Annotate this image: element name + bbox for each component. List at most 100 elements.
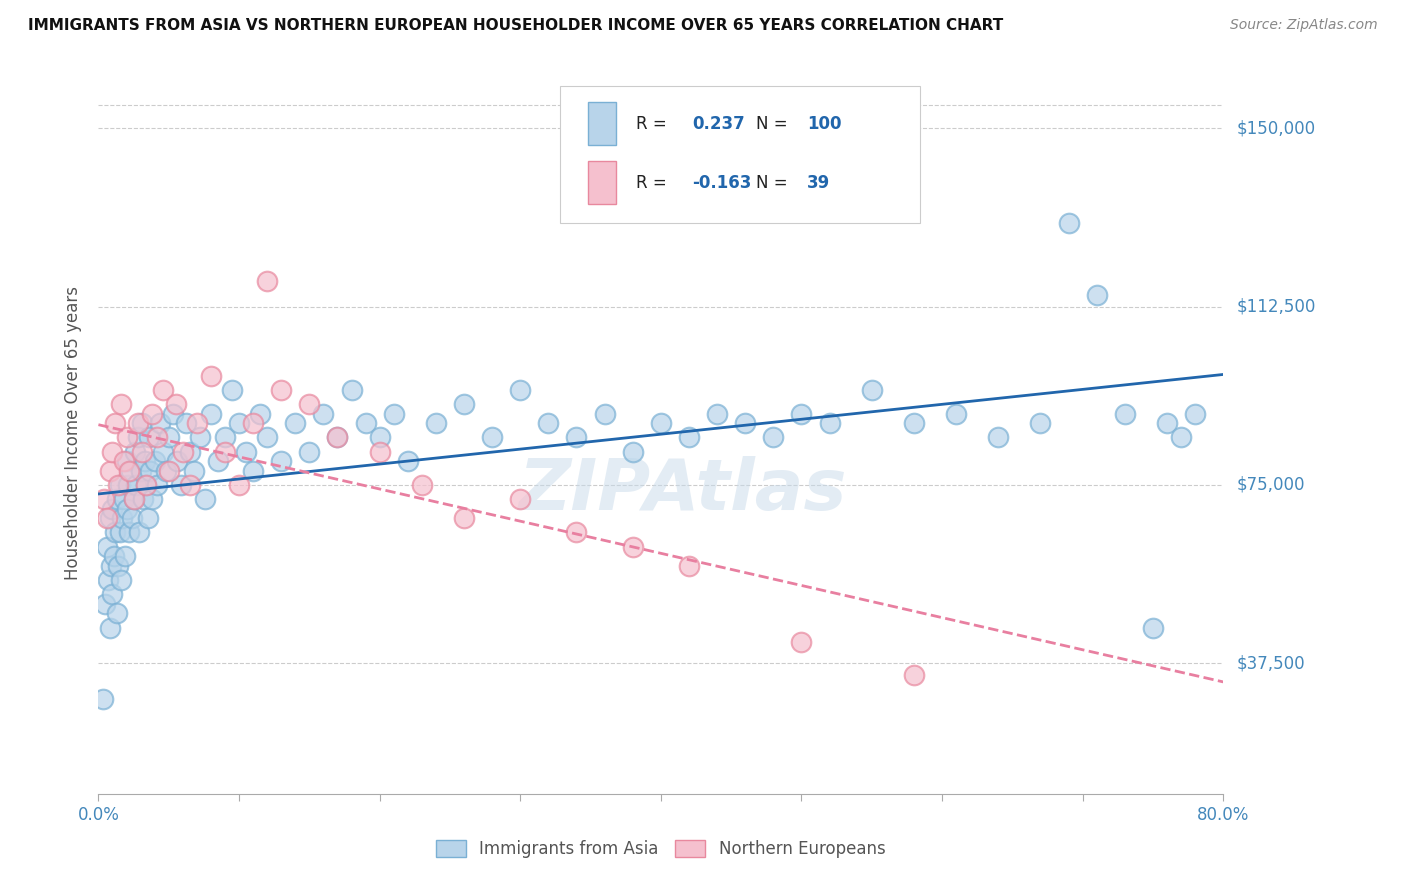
- Point: [762, 430, 785, 444]
- Point: [298, 444, 321, 458]
- Text: R =: R =: [636, 174, 672, 192]
- Point: [104, 525, 127, 540]
- Point: [200, 407, 222, 421]
- Point: [98, 620, 121, 634]
- Point: [235, 444, 257, 458]
- Point: [127, 430, 149, 444]
- Point: [354, 416, 377, 430]
- Point: [129, 464, 152, 478]
- Point: [207, 454, 229, 468]
- Point: [903, 416, 925, 430]
- Point: [256, 273, 278, 287]
- Point: [101, 587, 124, 601]
- Point: [94, 597, 117, 611]
- Point: [110, 397, 132, 411]
- Point: [115, 501, 138, 516]
- Point: [143, 454, 166, 468]
- Point: [132, 492, 155, 507]
- Point: [96, 540, 118, 554]
- Point: [453, 511, 475, 525]
- Point: [188, 430, 211, 444]
- Point: [124, 444, 146, 458]
- Point: [509, 383, 531, 397]
- Point: [179, 478, 201, 492]
- Point: [368, 444, 391, 458]
- Point: [565, 430, 588, 444]
- Point: [139, 464, 162, 478]
- Text: -0.163: -0.163: [692, 174, 752, 192]
- Point: [157, 464, 180, 478]
- Point: [134, 454, 156, 468]
- Point: [987, 430, 1010, 444]
- Point: [97, 573, 120, 587]
- Point: [128, 525, 150, 540]
- Point: [1156, 416, 1178, 430]
- Point: [706, 407, 728, 421]
- Point: [382, 407, 405, 421]
- Point: [98, 464, 121, 478]
- Point: [93, 492, 115, 507]
- Point: [214, 444, 236, 458]
- Point: [242, 416, 264, 430]
- FancyBboxPatch shape: [588, 161, 616, 204]
- Point: [256, 430, 278, 444]
- Point: [326, 430, 349, 444]
- Point: [249, 407, 271, 421]
- Point: [172, 444, 194, 458]
- Point: [179, 444, 201, 458]
- Point: [481, 430, 503, 444]
- Point: [186, 416, 208, 430]
- Text: Source: ZipAtlas.com: Source: ZipAtlas.com: [1230, 18, 1378, 32]
- Point: [425, 416, 447, 430]
- Text: 100: 100: [807, 115, 842, 133]
- Point: [131, 416, 153, 430]
- Point: [108, 478, 131, 492]
- Point: [136, 511, 159, 525]
- Point: [122, 492, 145, 507]
- Point: [115, 430, 138, 444]
- Text: 0.237: 0.237: [692, 115, 745, 133]
- Point: [152, 444, 174, 458]
- Point: [326, 430, 349, 444]
- Point: [621, 540, 644, 554]
- Point: [141, 407, 163, 421]
- Point: [157, 430, 180, 444]
- Point: [396, 454, 419, 468]
- Point: [1029, 416, 1052, 430]
- Point: [155, 464, 177, 478]
- Point: [678, 558, 700, 573]
- Point: [103, 549, 125, 564]
- FancyBboxPatch shape: [588, 102, 616, 145]
- Point: [111, 511, 134, 525]
- Text: 39: 39: [807, 174, 831, 192]
- Point: [221, 383, 243, 397]
- Point: [228, 416, 250, 430]
- Point: [131, 444, 153, 458]
- Point: [96, 511, 118, 525]
- Point: [162, 407, 184, 421]
- Point: [298, 397, 321, 411]
- Point: [368, 430, 391, 444]
- Point: [101, 444, 124, 458]
- Point: [790, 634, 813, 648]
- Point: [174, 416, 197, 430]
- Point: [135, 478, 157, 492]
- Point: [945, 407, 967, 421]
- Point: [453, 397, 475, 411]
- Text: $37,500: $37,500: [1237, 654, 1306, 673]
- Point: [1184, 407, 1206, 421]
- Point: [860, 383, 883, 397]
- Point: [98, 511, 121, 525]
- Point: [650, 416, 672, 430]
- Point: [115, 454, 138, 468]
- Point: [138, 430, 160, 444]
- Point: [818, 416, 841, 430]
- Point: [105, 492, 128, 507]
- Point: [200, 368, 222, 383]
- Point: [183, 464, 205, 478]
- Point: [242, 464, 264, 478]
- FancyBboxPatch shape: [560, 86, 920, 223]
- Point: [114, 549, 136, 564]
- Point: [903, 668, 925, 682]
- Point: [107, 558, 129, 573]
